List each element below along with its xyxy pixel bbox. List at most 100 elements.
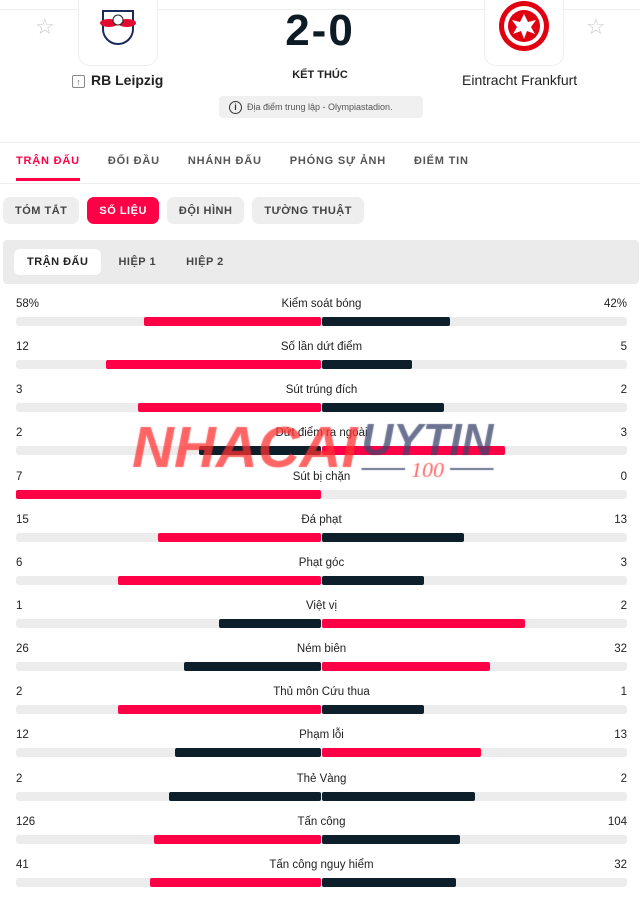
away-team-logo[interactable] — [484, 0, 564, 66]
favorite-away-star-icon[interactable]: ☆ — [586, 14, 606, 39]
home-value: 1 — [16, 599, 23, 612]
home-bar — [149, 877, 321, 887]
stat-bar-track — [16, 791, 627, 801]
stat-bar-track — [16, 360, 627, 370]
away-value: 13 — [614, 513, 627, 526]
venue-badge: i Địa điểm trung lập - Olympiastadion. — [219, 96, 423, 118]
home-bar — [199, 446, 321, 456]
away-bar — [322, 618, 526, 628]
home-bar — [16, 489, 321, 499]
stat-row: 3 Sút trúng đích 2 — [16, 382, 627, 425]
stat-row: 12 Phạm lỗi 13 — [16, 727, 627, 770]
home-value: 2 — [16, 686, 23, 699]
favorite-home-star-icon[interactable]: ☆ — [35, 14, 55, 39]
period-first-half[interactable]: HIỆP 1 — [118, 256, 157, 268]
home-bar — [219, 618, 321, 628]
away-value: 2 — [620, 384, 627, 397]
stat-row: 15 Đá phạt 13 — [16, 512, 627, 555]
stat-bar-track — [16, 489, 627, 499]
away-value: 1 — [620, 686, 627, 699]
stat-row: 2 Thủ môn Cứu thua 1 — [16, 684, 627, 727]
away-value: 42% — [603, 298, 627, 310]
score: 2-0 — [285, 6, 355, 55]
tab-match[interactable]: TRẬN ĐẤU — [16, 155, 80, 181]
divider — [0, 183, 640, 184]
home-value: 3 — [16, 384, 23, 397]
stat-row: 7 Sút bị chặn 0 — [16, 469, 627, 512]
stat-label: Tấn công nguy hiểm — [269, 858, 374, 871]
period-full-match[interactable]: TRẬN ĐẤU — [14, 249, 102, 275]
home-value: 26 — [16, 643, 29, 656]
tab-news[interactable]: ĐIỂM TIN — [414, 155, 469, 167]
home-bar — [174, 748, 321, 758]
away-value: 13 — [614, 729, 627, 742]
away-value: 32 — [614, 643, 627, 656]
home-value: 7 — [16, 470, 23, 483]
stat-bar-track — [16, 834, 627, 844]
away-bar — [322, 360, 412, 370]
away-bar — [322, 575, 424, 585]
away-value: 3 — [620, 556, 627, 569]
stat-row: 41 Tấn công nguy hiểm 32 — [16, 857, 627, 900]
stat-row: 1 Việt vị 2 — [16, 598, 627, 641]
home-team[interactable]: ↑ RB Leipzig — [72, 72, 163, 88]
away-bar — [322, 446, 505, 456]
chip-stats[interactable]: SỐ LIỆU — [87, 197, 159, 224]
away-value: 5 — [620, 341, 627, 354]
home-value: 12 — [16, 729, 29, 742]
period-second-half[interactable]: HIỆP 2 — [186, 256, 224, 268]
stat-row: 58% Kiểm soát bóng 42% — [16, 296, 627, 339]
stat-label: Thẻ Vàng — [296, 772, 347, 785]
stat-label: Ném biên — [296, 643, 347, 656]
stat-label: Sút trúng đích — [285, 384, 358, 397]
home-team-logo[interactable] — [78, 0, 158, 66]
rb-leipzig-crest-icon — [100, 10, 136, 45]
stat-label: Phạt góc — [298, 556, 345, 569]
tab-head-to-head[interactable]: ĐỐI ĐẦU — [107, 155, 160, 167]
home-value: 126 — [16, 815, 36, 828]
home-value: 41 — [16, 858, 29, 871]
stat-row: 6 Phạt góc 3 — [16, 555, 627, 598]
stat-bar-track — [16, 662, 627, 672]
away-bar — [322, 532, 464, 542]
chip-lineups[interactable]: ĐỘI HÌNH — [166, 197, 245, 224]
chip-summary[interactable]: TÓM TẮT — [3, 197, 80, 224]
eintracht-frankfurt-crest-icon — [499, 1, 549, 51]
stat-bar-track — [16, 446, 627, 456]
away-value: 2 — [620, 772, 627, 785]
stat-row: 12 Số lần dứt điểm 5 — [16, 339, 627, 382]
stat-label: Phạm lỗi — [299, 729, 344, 742]
stat-label: Việt vị — [305, 599, 338, 612]
tab-bracket[interactable]: NHÁNH ĐẤU — [187, 155, 262, 167]
home-bar — [117, 705, 321, 715]
away-value: 0 — [620, 470, 627, 483]
divider — [0, 142, 640, 143]
venue-text: Địa điểm trung lập - Olympiastadion. — [247, 102, 393, 112]
stat-row: 126 Tấn công 104 — [16, 814, 627, 857]
home-value: 58% — [16, 298, 40, 310]
home-team-name: RB Leipzig — [91, 72, 164, 88]
chip-commentary[interactable]: TƯỜNG THUẬT — [252, 197, 364, 224]
stat-bar-track — [16, 705, 627, 715]
stat-bar-track — [16, 748, 627, 758]
stat-bar-track — [16, 575, 627, 585]
stat-label: Số lần dứt điểm — [280, 341, 363, 354]
stat-label: Dứt điểm ra ngoài — [275, 427, 368, 440]
home-value: 6 — [16, 556, 23, 569]
stat-label: Thủ môn Cứu thua — [273, 686, 370, 699]
away-bar — [322, 791, 475, 801]
stat-bar-track — [16, 532, 627, 542]
stat-bar-track — [16, 403, 627, 413]
away-bar — [322, 877, 456, 887]
away-team-name[interactable]: Eintracht Frankfurt — [462, 72, 578, 88]
stat-label: Kiểm soát bóng — [281, 298, 362, 310]
stat-row: 26 Ném biên 32 — [16, 641, 627, 684]
tab-photos[interactable]: PHÓNG SỰ ẢNH — [289, 155, 387, 167]
stat-row: 2 Thẻ Vàng 2 — [16, 771, 627, 814]
home-bar — [144, 317, 321, 326]
upload-icon: ↑ — [72, 75, 85, 88]
stat-bar-track — [16, 877, 627, 887]
away-value: 104 — [607, 815, 627, 828]
away-bar — [322, 662, 491, 672]
stat-label: Sút bị chặn — [292, 470, 351, 483]
